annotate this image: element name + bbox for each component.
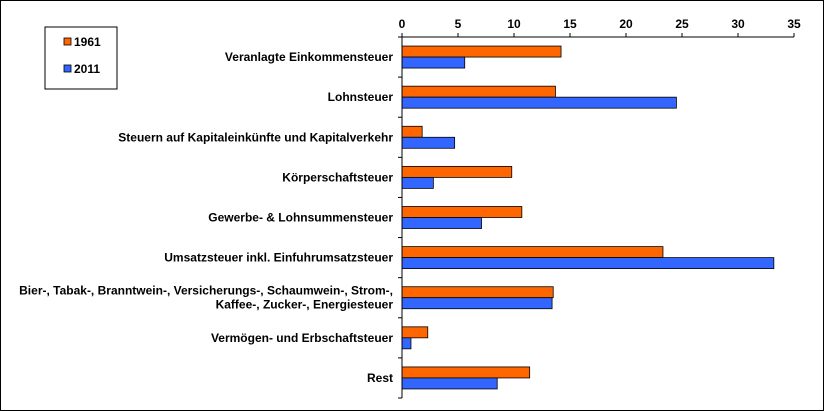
- bar-2011-4: [401, 217, 482, 229]
- bar-1961-5: [401, 246, 664, 259]
- bar-2011-3: [401, 176, 434, 189]
- bar-1961-1: [401, 85, 556, 98]
- x-tick-label-6: 30: [731, 17, 745, 31]
- category-label-7: Vermögen- und Erbschaftsteuer: [211, 331, 393, 345]
- legend-swatch-1961: [63, 37, 72, 46]
- category-label-5: Umsatzsteuer inkl. Einfuhrumsatzsteuer: [164, 251, 393, 265]
- bar-1961-8: [401, 366, 531, 379]
- x-tick-label-7: 35: [787, 17, 801, 31]
- legend-swatch-2011: [63, 64, 72, 73]
- category-label-4: Gewerbe- & Lohnsummensteuer: [208, 211, 393, 225]
- category-label-0: Veranlagte Einkommensteuer: [225, 50, 393, 64]
- bar-2011-5: [401, 257, 775, 270]
- category-label-3: Körperschaftsteuer: [282, 170, 393, 184]
- bar-1961-7: [401, 326, 429, 339]
- bar-2011-7: [401, 337, 412, 350]
- category-label-1: Lohnsteuer: [328, 90, 394, 104]
- bar-1961-6: [401, 286, 554, 299]
- category-label-2: Steuern auf Kapitaleinkünfte und Kapital…: [118, 130, 393, 144]
- bar-1961-4: [401, 206, 523, 218]
- bar-2011-2: [401, 136, 456, 149]
- bar-2011-1: [401, 96, 677, 109]
- x-tick-label-0: 0: [399, 17, 406, 31]
- category-label-8: Rest: [367, 371, 393, 385]
- x-tick-label-2: 10: [507, 17, 521, 31]
- category-label-6: Bier-, Tabak-, Branntwein-, Versicherung…: [19, 284, 393, 312]
- legend: 1961 2011: [44, 26, 118, 90]
- bar-2011-6: [401, 297, 553, 310]
- x-tick-label-1: 5: [455, 17, 462, 31]
- legend-label-1961: 1961: [74, 35, 101, 49]
- bar-1961-0: [401, 45, 562, 58]
- legend-box: [44, 26, 118, 90]
- x-tick-label-4: 20: [619, 17, 633, 31]
- bar-2011-0: [401, 56, 466, 69]
- bar-1961-2: [401, 125, 423, 138]
- bar-1961-3: [401, 165, 513, 178]
- legend-label-2011: 2011: [74, 62, 100, 76]
- x-tick-label-3: 15: [563, 17, 577, 31]
- bar-2011-8: [401, 377, 498, 390]
- x-tick-label-5: 25: [675, 17, 689, 31]
